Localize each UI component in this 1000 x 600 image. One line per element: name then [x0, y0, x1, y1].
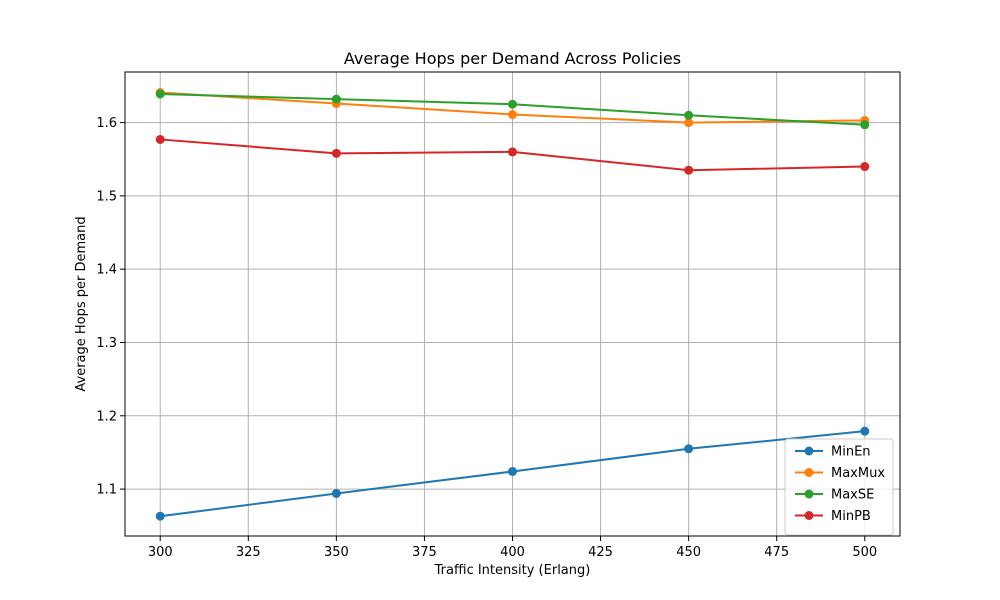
- x-tick-label: 450: [676, 545, 701, 560]
- y-tick-label: 1.1: [96, 483, 117, 498]
- data-point-minpb: [684, 165, 694, 175]
- x-tick-label: 475: [764, 545, 789, 560]
- x-tick-label: 500: [852, 545, 877, 560]
- x-tick-label: 375: [412, 545, 437, 560]
- data-point-maxse: [860, 120, 870, 130]
- y-tick-label: 1.3: [96, 336, 117, 351]
- y-tick-label: 1.4: [96, 263, 117, 278]
- series-layer: [155, 88, 870, 521]
- legend-marker-minpb: [804, 511, 814, 520]
- y-tick-label: 1.2: [96, 409, 117, 424]
- legend: MinEn MaxMux MaxSE MinPB: [784, 438, 894, 536]
- data-point-maxmux: [684, 118, 694, 128]
- legend-marker-maxmux: [804, 468, 814, 477]
- x-tick-label: 400: [500, 545, 525, 560]
- x-tick-label: 325: [236, 545, 261, 560]
- legend-label-minen: MinEn: [831, 445, 871, 460]
- legend-label-minpb: MinPB: [831, 509, 871, 524]
- data-point-maxse: [155, 89, 165, 99]
- data-point-minpb: [860, 162, 870, 172]
- data-point-minen: [331, 488, 341, 498]
- series-maxse: [155, 89, 870, 130]
- data-point-minpb: [331, 148, 341, 158]
- legend-box: [784, 438, 894, 536]
- legend-item-maxmux: MaxMux: [795, 466, 885, 481]
- data-point-minen: [155, 511, 165, 521]
- data-point-maxse: [684, 110, 694, 120]
- legend-item-maxse: MaxSE: [795, 488, 874, 503]
- data-point-minpb: [155, 134, 165, 144]
- data-point-minen: [860, 426, 870, 436]
- chart-title: Average Hops per Demand Across Policies: [344, 49, 681, 68]
- series-minpb: [155, 134, 870, 175]
- x-tick-label: 350: [324, 545, 349, 560]
- data-point-minen: [684, 444, 694, 454]
- legend-item-minen: MinEn: [795, 445, 871, 460]
- data-point-maxse: [331, 94, 341, 104]
- data-point-minpb: [508, 147, 517, 157]
- ticks-layer: 300 325 350 375 400 425 450 475 500 1.1 1.2 1.3 1.4 1…: [96, 116, 877, 560]
- legend-marker-minen: [804, 446, 814, 456]
- data-point-minen: [508, 466, 517, 476]
- y-tick-label: 1.5: [96, 189, 117, 204]
- x-tick-label: 300: [148, 545, 173, 560]
- y-tick-label: 1.6: [96, 116, 117, 131]
- legend-item-minpb: MinPB: [795, 509, 871, 524]
- data-point-maxmux: [508, 110, 517, 120]
- y-axis-label: Average Hops per Demand: [74, 216, 89, 391]
- legend-label-maxmux: MaxMux: [831, 466, 885, 481]
- series-minen: [155, 426, 870, 521]
- data-point-maxse: [508, 99, 517, 109]
- x-axis-label: Traffic Intensity (Erlang): [434, 563, 591, 578]
- legend-label-maxse: MaxSE: [831, 488, 874, 503]
- legend-marker-maxse: [804, 489, 814, 499]
- x-tick-label: 425: [588, 545, 613, 560]
